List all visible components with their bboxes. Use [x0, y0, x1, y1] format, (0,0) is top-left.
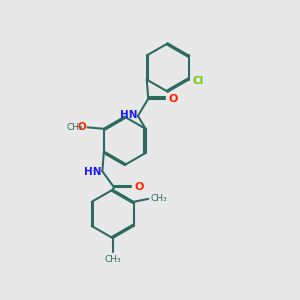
Text: O: O	[168, 94, 178, 104]
Text: CH₃: CH₃	[150, 194, 167, 203]
Text: Cl: Cl	[192, 76, 203, 86]
Text: HN: HN	[84, 167, 102, 177]
Text: CH₃: CH₃	[66, 123, 82, 132]
Text: CH₃: CH₃	[104, 255, 121, 264]
Text: HN: HN	[120, 110, 137, 120]
Text: O: O	[77, 122, 86, 132]
Text: O: O	[134, 182, 143, 192]
